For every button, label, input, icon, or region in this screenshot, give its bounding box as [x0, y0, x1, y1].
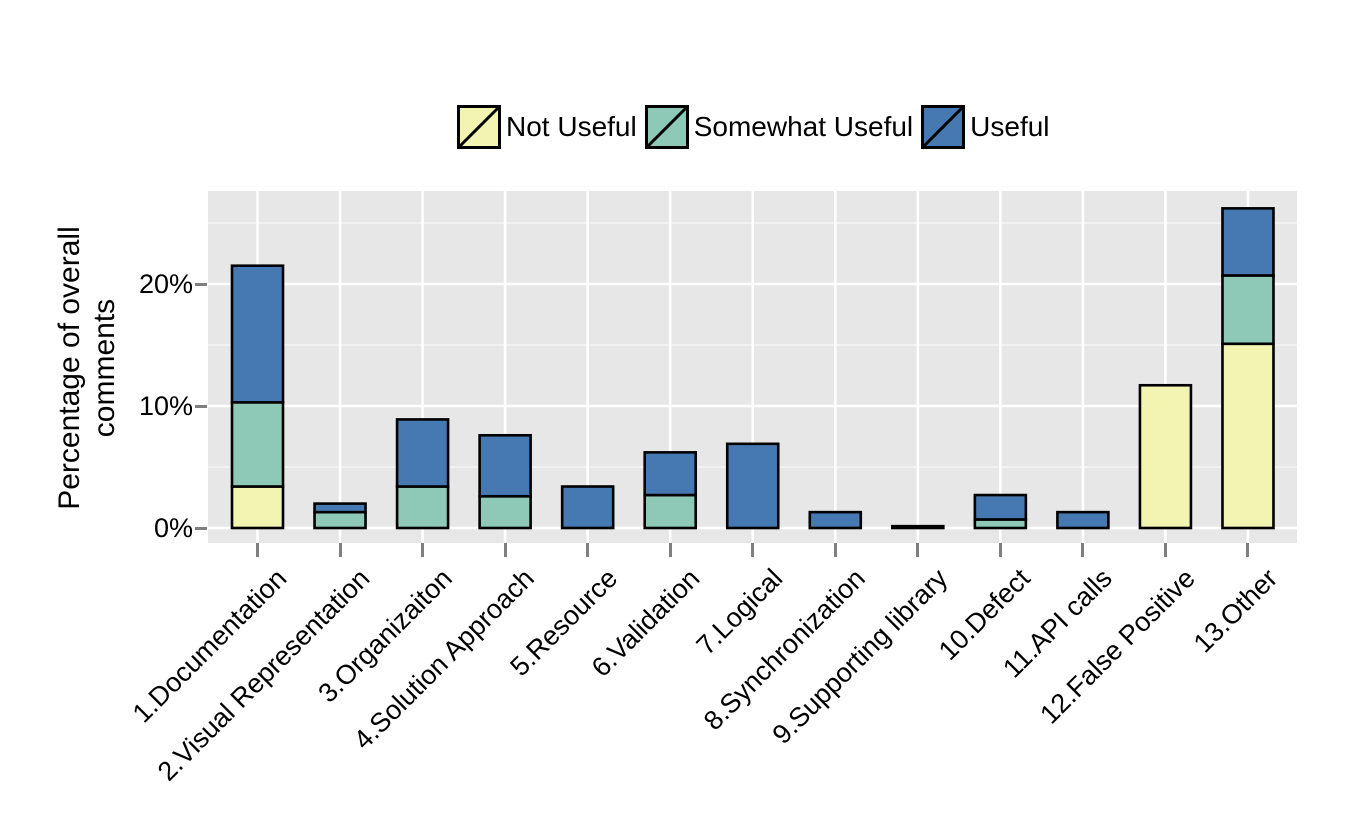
- x-tick-mark: [1163, 543, 1167, 557]
- x-tick-mark: [998, 543, 1002, 557]
- bar-segment: [395, 418, 450, 488]
- legend-label: Not Useful: [506, 111, 637, 142]
- legend-swatch-icon: [457, 105, 501, 149]
- bar-segment: [643, 493, 698, 530]
- x-tick-mark: [833, 543, 837, 557]
- bar-segment: [1138, 383, 1193, 530]
- plot-panel: [208, 191, 1297, 543]
- x-axis-label-text: 12.False Positive: [1034, 563, 1201, 730]
- bar-segment: [230, 401, 285, 488]
- bar-segment: [230, 485, 285, 530]
- bar-segment: [1221, 207, 1275, 277]
- legend-item: Useful: [921, 105, 1050, 149]
- bar-segment: [313, 502, 367, 514]
- legend-item: Somewhat Useful: [644, 105, 914, 149]
- legend-item: Not Useful: [457, 105, 637, 149]
- y-tick-label: 20%: [138, 269, 193, 299]
- bar-segment: [395, 485, 450, 530]
- y-tick-mark: [195, 282, 207, 286]
- y-tick-label: 0%: [153, 513, 193, 543]
- bar-segment: [478, 494, 532, 530]
- bar-segment: [1221, 342, 1275, 530]
- bar-segment: [725, 442, 780, 530]
- y-tick-mark: [195, 526, 207, 530]
- x-tick-mark: [751, 543, 755, 557]
- bar-segment: [643, 451, 698, 497]
- y-axis-title-line1: Percentage of overall: [53, 226, 86, 510]
- x-tick-mark: [1246, 543, 1250, 557]
- legend-swatch-icon: [921, 105, 966, 149]
- bar-segment: [1221, 274, 1275, 346]
- bar-segment: [478, 433, 532, 498]
- x-tick-mark: [421, 543, 425, 557]
- legend: Not Useful Somewhat Useful Useful: [457, 105, 1058, 149]
- bar-segment: [560, 485, 615, 530]
- x-axis-label-text: 1.Documentation: [127, 563, 293, 729]
- x-tick-mark: [338, 543, 342, 557]
- bar-segment: [891, 524, 945, 530]
- legend-swatch-icon: [644, 105, 689, 149]
- y-axis-title: Percentage of overall comments: [52, 168, 124, 568]
- bar-segment: [1056, 510, 1110, 530]
- x-tick-mark: [503, 543, 507, 557]
- x-tick-mark: [916, 543, 920, 557]
- y-axis-title-line2: comments: [88, 298, 121, 438]
- bars-svg: [208, 191, 1297, 543]
- x-tick-mark: [1081, 543, 1085, 557]
- x-tick-mark: [586, 543, 590, 557]
- bar-segment: [230, 264, 285, 404]
- x-tick-mark: [256, 543, 259, 557]
- bar-segment: [313, 510, 367, 530]
- legend-label: Somewhat Useful: [693, 111, 914, 142]
- bar-segment: [808, 510, 863, 530]
- y-tick-label: 10%: [138, 391, 193, 421]
- x-tick-mark: [668, 543, 672, 557]
- legend-label: Useful: [970, 111, 1050, 142]
- y-tick-mark: [195, 404, 207, 408]
- bar-segment: [973, 493, 1028, 521]
- x-axis-label-text: 13.Other: [1187, 563, 1284, 659]
